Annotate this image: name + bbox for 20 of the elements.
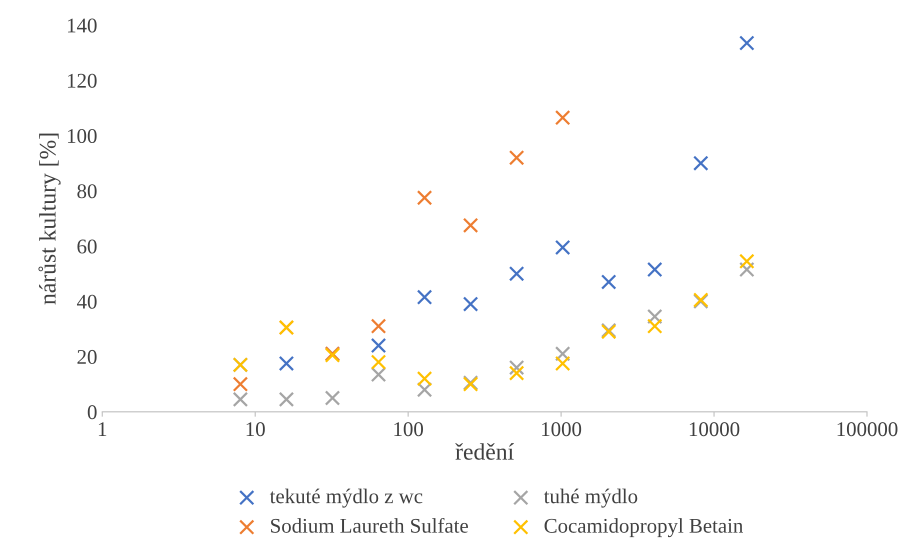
- y-tick-label: 0: [88, 405, 97, 420]
- x-tick-label: 1000: [542, 422, 582, 436]
- x-tick-label: 100: [394, 422, 423, 436]
- x-axis-title: ředění: [455, 443, 514, 460]
- y-tick-label: 40: [76, 294, 97, 309]
- x-tick-label: 1: [98, 422, 106, 436]
- x-tick-label: 100000: [838, 422, 898, 436]
- y-tick-label: 60: [77, 239, 97, 254]
- legend-label: tuhé mýdlo: [544, 488, 638, 508]
- legend-label: Cocamidopropyl Betain: [544, 518, 744, 538]
- legend-label: tekuté mýdlo z wc: [270, 488, 422, 508]
- y-tick-label: 100: [68, 128, 97, 144]
- y-tick-label: 80: [77, 184, 97, 198]
- y-tick-label: 120: [68, 74, 97, 88]
- y-tick-label: 20: [77, 350, 97, 364]
- y-axis-title: nárůst kultury [%]: [38, 134, 61, 304]
- y-tick-label: 140: [68, 18, 97, 33]
- x-tick-label: 10000: [690, 422, 740, 436]
- x-tick-label: 10: [246, 422, 265, 436]
- legend-label: Sodium Laureth Sulfate: [271, 518, 468, 533]
